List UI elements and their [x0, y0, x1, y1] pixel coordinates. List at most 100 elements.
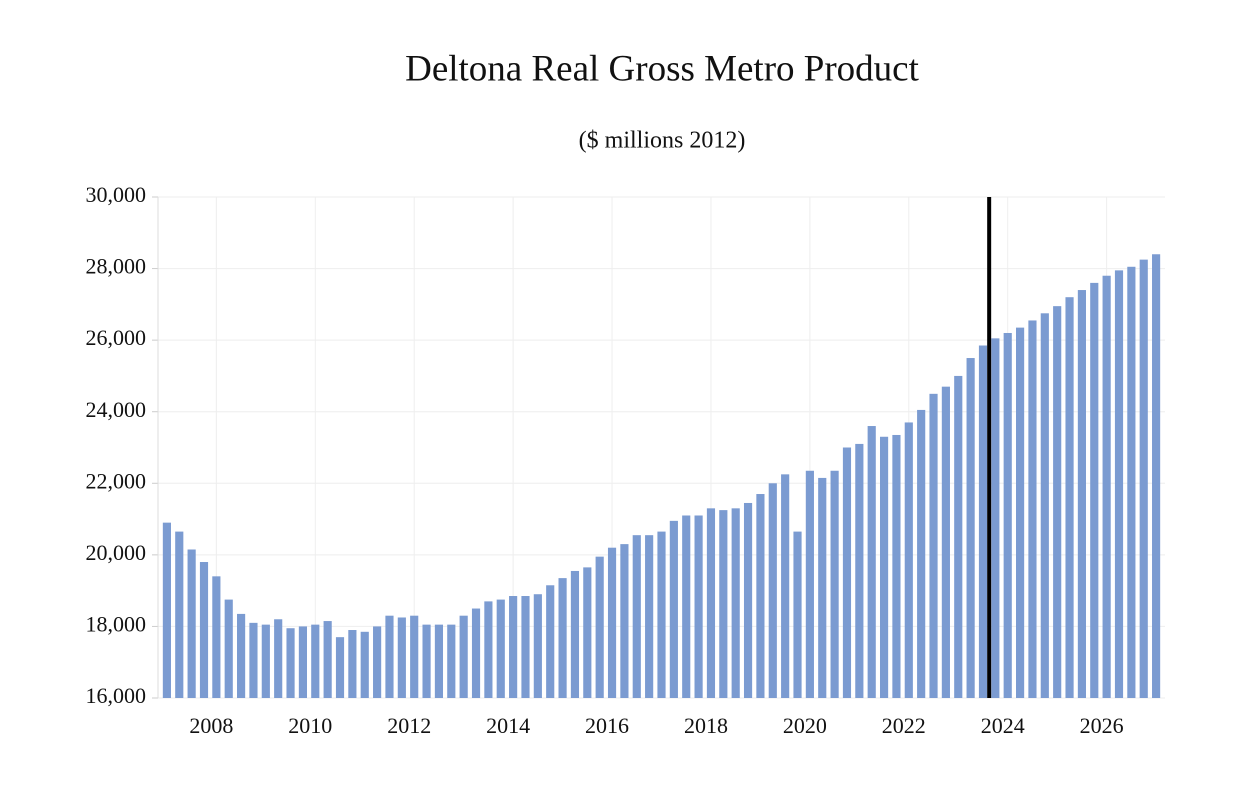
bar — [1102, 275, 1111, 698]
bar — [991, 338, 1000, 698]
bar — [298, 626, 307, 698]
bar — [373, 626, 382, 698]
bar — [533, 594, 542, 698]
y-tick-label: 26,000 — [86, 325, 147, 350]
bar — [1003, 332, 1012, 698]
bar — [966, 358, 975, 698]
bar — [175, 531, 184, 698]
bar — [471, 608, 481, 698]
bar — [570, 570, 580, 698]
bar — [892, 434, 901, 698]
bar — [818, 477, 827, 698]
bar — [199, 562, 209, 698]
bar — [731, 508, 740, 698]
bar — [1090, 282, 1099, 698]
bar — [1040, 313, 1049, 698]
bar — [855, 443, 864, 698]
bar — [768, 483, 777, 698]
bar — [595, 556, 604, 698]
x-tick-label: 2022 — [882, 713, 926, 738]
x-tick-label: 2014 — [486, 713, 530, 738]
x-tick-label: 2024 — [981, 713, 1025, 738]
bar — [607, 547, 617, 698]
bar — [422, 624, 431, 698]
bar — [904, 422, 913, 698]
bar — [447, 624, 456, 698]
chart-subtitle: ($ millions 2012) — [579, 128, 746, 154]
bar — [632, 535, 641, 698]
bar — [805, 470, 814, 698]
bar — [459, 615, 468, 698]
bar — [645, 535, 654, 698]
bar — [941, 386, 950, 698]
y-tick-label: 22,000 — [86, 468, 147, 493]
bar — [274, 619, 283, 698]
bar — [496, 599, 505, 698]
bar — [793, 531, 802, 698]
bar — [917, 409, 926, 698]
bar — [830, 470, 839, 698]
bar — [929, 393, 938, 698]
bar — [360, 631, 369, 698]
bar — [842, 447, 852, 698]
bar — [879, 436, 889, 698]
bar — [311, 624, 320, 698]
bar — [385, 615, 394, 698]
bar — [743, 502, 753, 698]
x-tick-label: 2010 — [288, 713, 332, 738]
bar — [1053, 306, 1062, 698]
y-tick-label: 20,000 — [86, 540, 147, 565]
y-tick-label: 18,000 — [86, 611, 147, 636]
bar — [237, 613, 246, 698]
bar — [1139, 259, 1148, 698]
bar — [694, 515, 703, 698]
bar — [249, 622, 258, 698]
bar — [397, 617, 406, 698]
x-tick-label: 2008 — [189, 713, 233, 738]
bar — [410, 615, 419, 698]
bar — [1077, 290, 1086, 698]
x-tick-label: 2012 — [387, 713, 431, 738]
bar — [1028, 320, 1037, 698]
y-tick-label: 24,000 — [86, 397, 147, 422]
bar — [187, 549, 196, 698]
bar — [509, 596, 518, 698]
bar — [978, 345, 988, 698]
bar — [484, 601, 493, 698]
bar — [583, 567, 592, 698]
bar — [781, 474, 790, 698]
y-tick-label: 28,000 — [86, 254, 147, 279]
bar — [1127, 266, 1136, 698]
y-tick-label: 30,000 — [86, 182, 147, 207]
bar — [348, 630, 357, 698]
x-tick-label: 2020 — [783, 713, 827, 738]
bar — [1114, 270, 1124, 698]
bar — [162, 522, 171, 698]
chart-title: Deltona Real Gross Metro Product — [405, 48, 920, 89]
bar — [261, 624, 270, 698]
bar — [521, 596, 530, 698]
x-tick-label: 2016 — [585, 713, 629, 738]
bar — [286, 628, 295, 698]
bar — [335, 637, 345, 698]
bar — [719, 510, 728, 698]
x-tick-label: 2026 — [1080, 713, 1124, 738]
bar — [756, 494, 765, 698]
y-tick-label: 16,000 — [86, 683, 147, 708]
bar — [212, 576, 221, 698]
bar — [657, 531, 666, 698]
bar — [224, 599, 233, 698]
bar — [434, 624, 444, 698]
bar — [620, 544, 629, 698]
bar — [1152, 254, 1161, 698]
bar — [323, 621, 332, 698]
x-tick-label: 2018 — [684, 713, 728, 738]
bar — [1016, 327, 1025, 698]
bar — [706, 508, 716, 698]
bar — [1065, 297, 1074, 698]
bar — [546, 585, 555, 698]
bar — [669, 520, 678, 698]
bar — [558, 578, 567, 698]
bar — [682, 515, 691, 698]
